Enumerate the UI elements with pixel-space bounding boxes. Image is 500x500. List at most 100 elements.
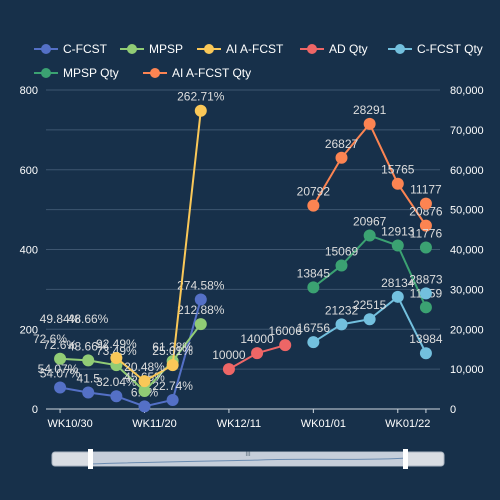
data-point[interactable] — [363, 229, 376, 242]
data-point[interactable] — [363, 313, 376, 326]
data-label: 32.04% — [96, 375, 137, 389]
data-point[interactable] — [335, 259, 348, 272]
data-label: 20967 — [353, 215, 387, 229]
data-label: 41.5 — [77, 371, 101, 385]
data-point[interactable] — [419, 301, 432, 314]
data-point[interactable] — [419, 287, 432, 300]
x-tick-label: WK01/01 — [301, 418, 346, 430]
data-label: 25.01% — [152, 344, 193, 358]
data-label: 274.58% — [177, 279, 225, 293]
legend-swatch-dot[interactable] — [204, 44, 214, 54]
data-point[interactable] — [222, 363, 235, 376]
legend-label[interactable]: AI A-FCST — [226, 42, 284, 56]
data-label: 20.48% — [124, 360, 165, 374]
data-label: 20876 — [409, 205, 443, 219]
data-label: 54.07% — [40, 366, 81, 380]
data-label: 14000 — [240, 332, 274, 346]
zoom-preview-line — [89, 457, 407, 465]
legend-swatch-dot[interactable] — [127, 44, 137, 54]
data-label: 262.71% — [177, 90, 225, 104]
data-point[interactable] — [138, 385, 151, 398]
y-right-tick-label: 60,000 — [450, 165, 484, 177]
zoom-handle-right[interactable] — [403, 449, 408, 469]
legend-swatch-dot[interactable] — [395, 44, 405, 54]
legend-label[interactable]: AI A-FCST Qty — [172, 66, 251, 80]
legend-label[interactable]: MPSP — [149, 42, 183, 56]
data-point[interactable] — [307, 199, 320, 212]
legend-swatch-dot[interactable] — [41, 68, 51, 78]
data-point[interactable] — [166, 393, 179, 406]
data-label: 21232 — [325, 303, 359, 317]
zoom-grip-icon[interactable]: III — [245, 451, 251, 458]
y-left-tick-label: 600 — [20, 165, 38, 177]
data-point[interactable] — [166, 359, 179, 372]
data-point[interactable] — [391, 177, 404, 190]
legend-swatch-dot[interactable] — [150, 68, 160, 78]
data-label: 48.66% — [68, 339, 109, 353]
data-label: 61.38% — [152, 340, 193, 354]
data-point[interactable] — [54, 352, 67, 365]
data-label: 13845 — [297, 266, 331, 280]
data-point[interactable] — [307, 281, 320, 294]
data-point[interactable] — [82, 354, 95, 367]
data-point[interactable] — [363, 117, 376, 130]
data-point[interactable] — [110, 351, 123, 364]
data-label: 11177 — [410, 183, 442, 197]
y-right-tick-label: 20,000 — [450, 324, 484, 336]
data-point[interactable] — [419, 241, 432, 254]
data-point[interactable] — [335, 318, 348, 331]
data-point[interactable] — [194, 293, 207, 306]
data-point[interactable] — [419, 219, 432, 232]
y-right-tick-label: 30,000 — [450, 284, 484, 296]
y-right-tick-label: 40,000 — [450, 245, 484, 257]
x-tick-label: WK10/30 — [47, 418, 92, 430]
y-right-tick-label: 0 — [450, 404, 456, 416]
data-point[interactable] — [419, 197, 432, 210]
data-label: 73.49% — [96, 344, 137, 358]
zoom-handle-left[interactable] — [88, 449, 93, 469]
data-label: 92.49% — [96, 337, 137, 351]
data-label: 48.66% — [68, 312, 109, 326]
y-left-tick-label: 400 — [20, 245, 38, 257]
legend-label[interactable]: MPSP Qty — [63, 66, 119, 80]
data-point[interactable] — [194, 318, 207, 331]
x-tick-label: WK11/20 — [132, 418, 176, 430]
y-right-tick-label: 80,000 — [450, 85, 484, 97]
data-point[interactable] — [138, 375, 151, 388]
legend-label[interactable]: C-FCST — [63, 42, 108, 56]
data-label: 16006 — [269, 324, 303, 338]
data-label: 49.84% — [40, 312, 81, 326]
series-line — [115, 110, 202, 383]
data-point[interactable] — [54, 381, 67, 394]
data-point[interactable] — [138, 400, 151, 413]
data-label: 15069 — [325, 244, 359, 258]
data-label: 11776 — [410, 227, 443, 241]
data-label: 212.88% — [177, 303, 225, 317]
data-point[interactable] — [307, 336, 320, 349]
zoom-window[interactable] — [90, 452, 406, 466]
data-point[interactable] — [194, 104, 207, 117]
data-point[interactable] — [419, 347, 432, 360]
data-label: 16756 — [297, 321, 331, 335]
data-point[interactable] — [391, 290, 404, 303]
data-label: 26827 — [325, 137, 359, 151]
data-label: 28291 — [353, 103, 387, 117]
data-point[interactable] — [251, 347, 264, 360]
legend-swatch-dot[interactable] — [41, 44, 51, 54]
data-label: 12913 — [381, 225, 415, 239]
legend-label[interactable]: AD Qty — [329, 42, 368, 56]
legend-label[interactable]: C-FCST Qty — [417, 42, 483, 56]
data-label: 54.07% — [38, 362, 79, 376]
y-right-tick-label: 70,000 — [450, 125, 484, 137]
data-label: 28134 — [381, 276, 415, 290]
data-point[interactable] — [82, 386, 95, 399]
data-point[interactable] — [391, 239, 404, 252]
data-label: 72.6% — [33, 332, 67, 346]
data-point[interactable] — [335, 151, 348, 164]
data-point[interactable] — [110, 390, 123, 403]
y-right-tick-label: 50,000 — [450, 205, 484, 217]
data-point[interactable] — [279, 339, 292, 352]
data-label: 20792 — [297, 185, 331, 199]
legend-swatch-dot[interactable] — [307, 44, 317, 54]
